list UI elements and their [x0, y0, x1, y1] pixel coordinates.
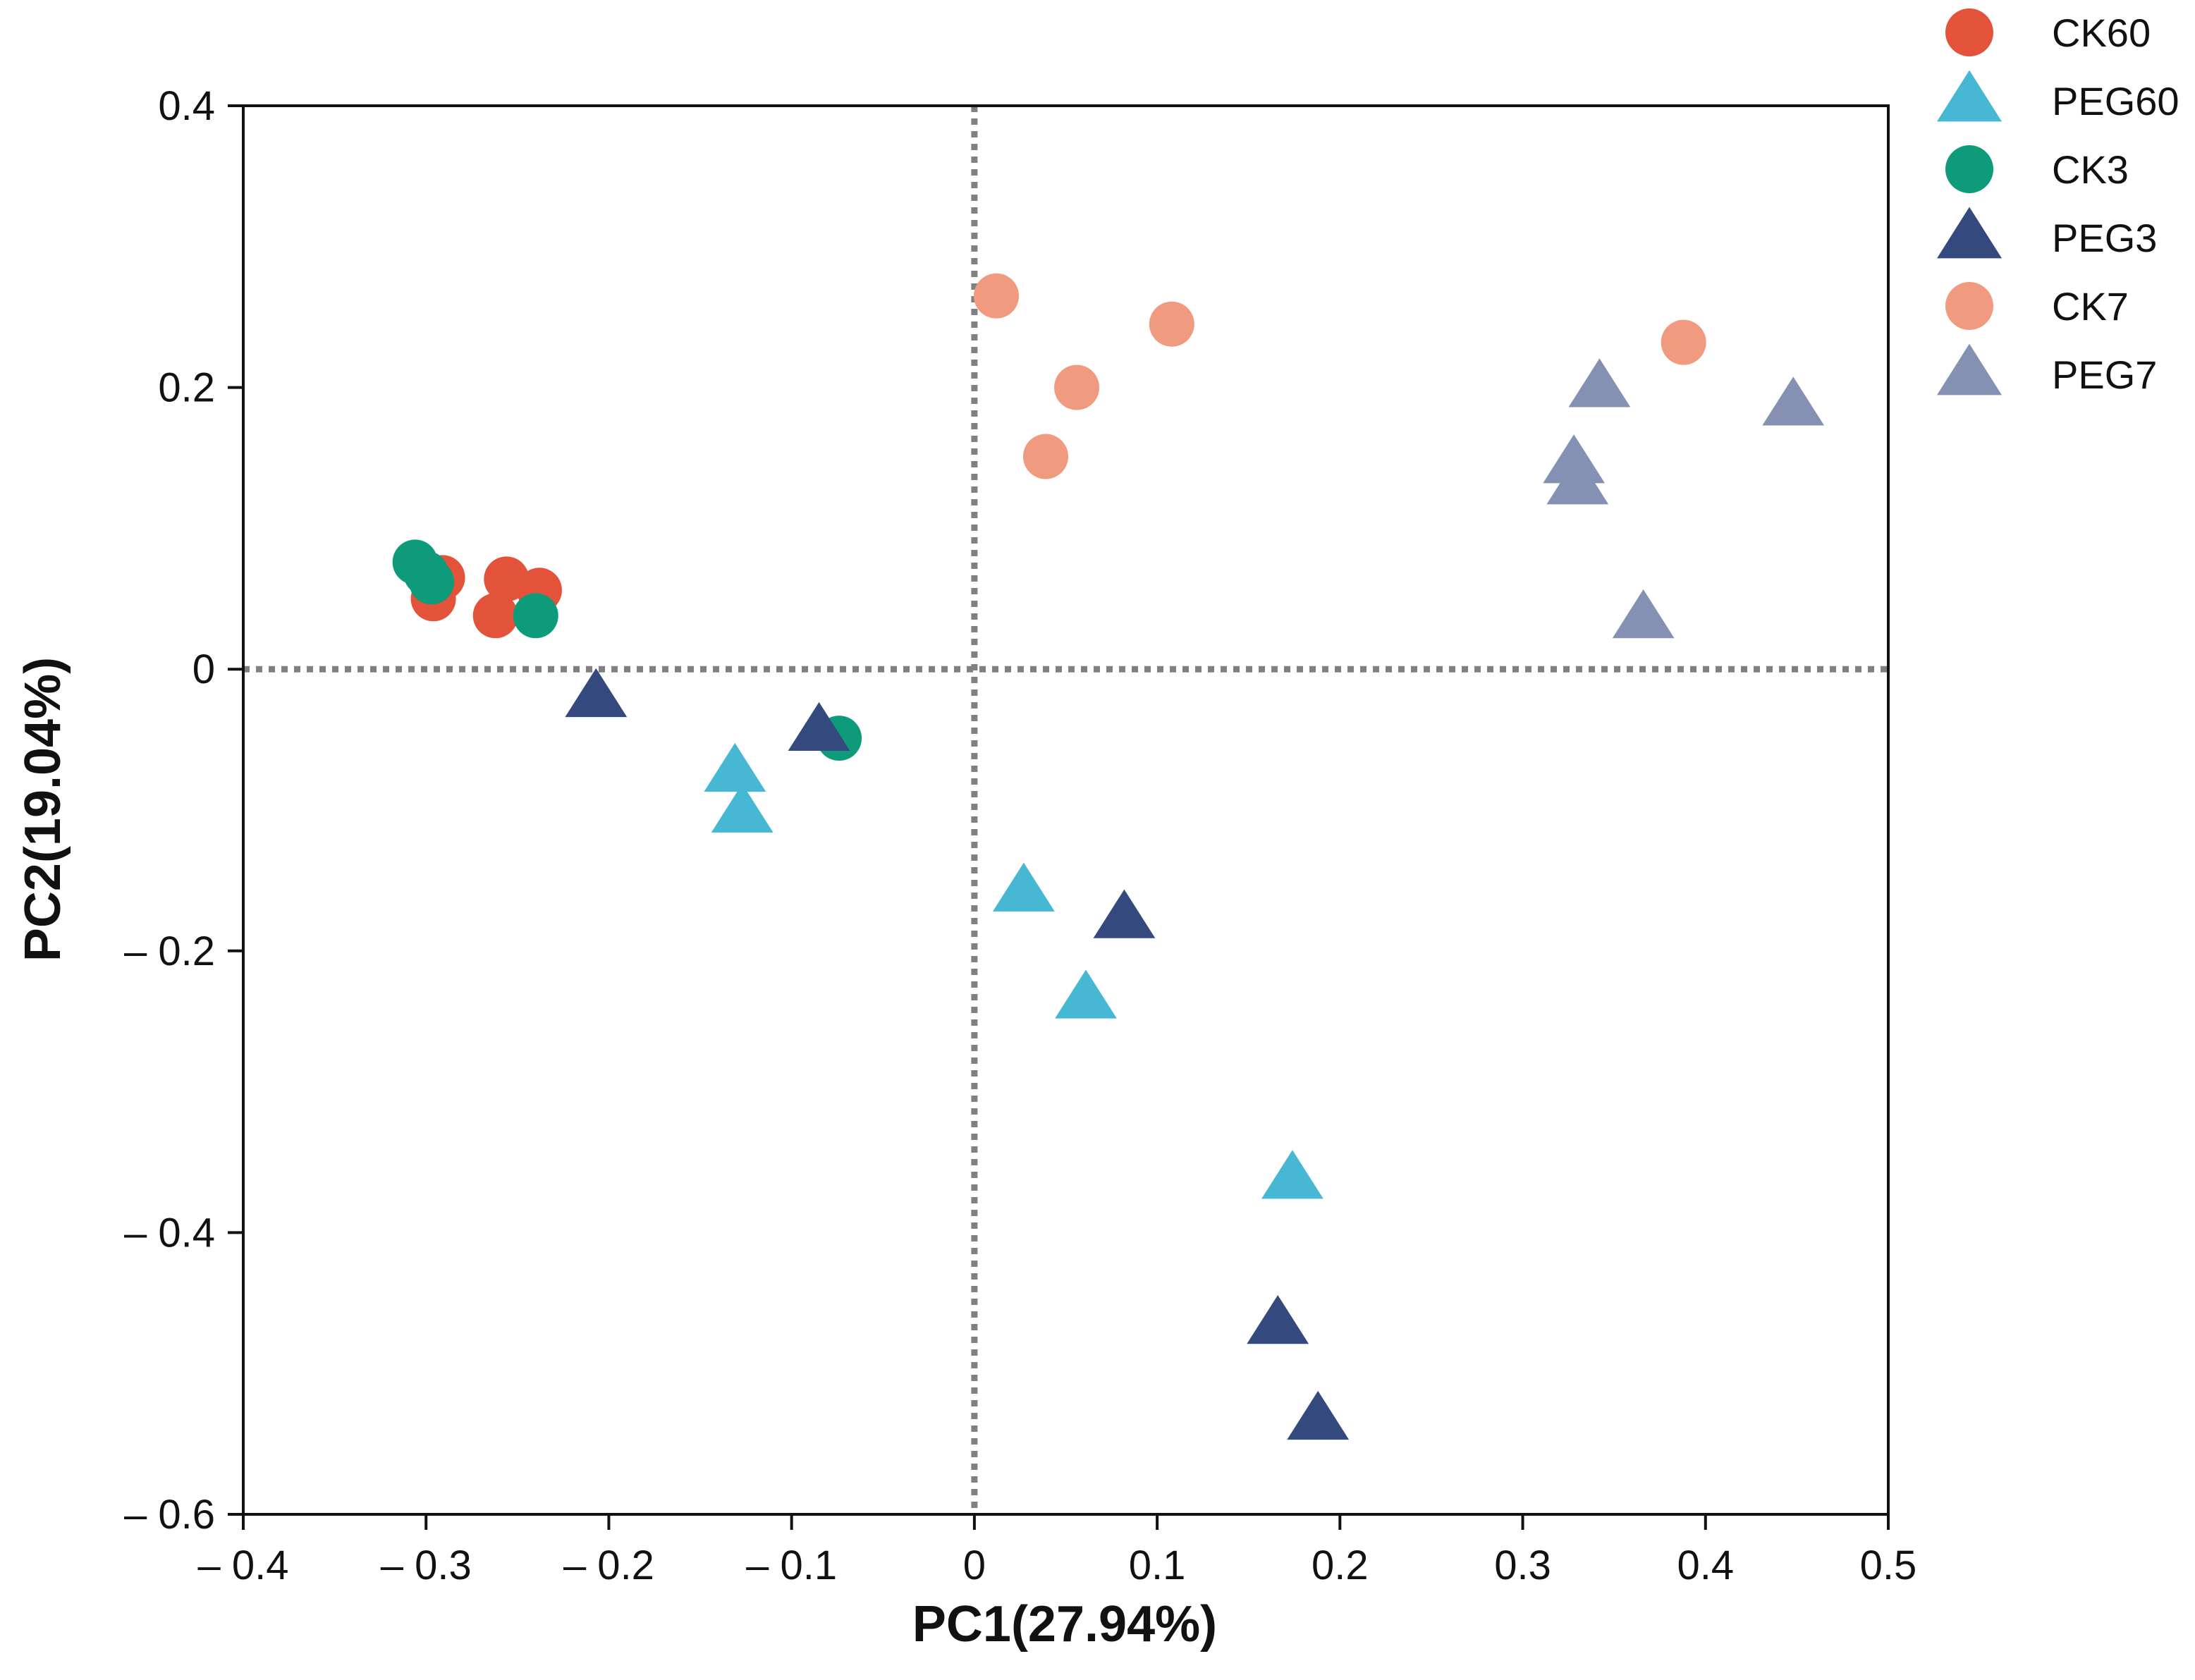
- legend-marker: [1937, 207, 2002, 259]
- y-tick-label: 0: [192, 646, 215, 692]
- legend-marker: [1945, 282, 1993, 330]
- x-tick-label: 0.4: [1677, 1543, 1734, 1588]
- x-tick-label: – 0.3: [381, 1543, 472, 1588]
- point-ck7: [973, 273, 1019, 319]
- point-peg60: [1261, 1150, 1323, 1199]
- legend-item-ck7: CK7: [1945, 282, 2129, 330]
- x-tick-label: – 0.2: [563, 1543, 654, 1588]
- series-ck7: [973, 273, 1706, 479]
- point-peg7: [1762, 376, 1825, 426]
- x-axis-title: PC1(27.94%): [912, 1596, 1217, 1653]
- point-ck7: [1022, 434, 1068, 479]
- x-tick-label: 0.5: [1860, 1543, 1917, 1588]
- point-peg60: [711, 783, 774, 833]
- series-peg60: [704, 742, 1323, 1199]
- legend-marker: [1937, 343, 2002, 396]
- point-ck3: [513, 593, 558, 639]
- point-peg7: [1543, 434, 1606, 484]
- y-tick-label: 0.4: [158, 83, 215, 129]
- point-peg3: [1287, 1390, 1350, 1440]
- legend-label: CK60: [2052, 11, 2151, 55]
- point-peg7: [1612, 589, 1675, 639]
- point-peg7: [1568, 358, 1631, 407]
- y-tick-label: – 0.2: [124, 928, 215, 974]
- legend-label: CK7: [2052, 284, 2129, 329]
- y-tick-label: – 0.4: [124, 1210, 215, 1256]
- point-peg3: [1247, 1295, 1309, 1344]
- plot-frame: [242, 104, 1890, 1516]
- point-peg60: [1055, 969, 1117, 1019]
- legend-marker: [1937, 70, 2002, 122]
- point-ck7: [1149, 301, 1194, 347]
- reference-lines: [243, 106, 1888, 1514]
- legend-marker: [1945, 145, 1993, 193]
- x-tick-label: – 0.4: [198, 1543, 289, 1588]
- x-tick-label: 0.2: [1312, 1543, 1369, 1588]
- legend-item-peg3: PEG3: [1937, 207, 2157, 260]
- point-ck7: [1054, 364, 1100, 410]
- legend-label: PEG3: [2052, 216, 2157, 260]
- x-tick-label: 0.3: [1494, 1543, 1551, 1588]
- y-tick-label: – 0.6: [124, 1492, 215, 1538]
- series-peg3: [565, 668, 1350, 1440]
- point-peg3: [565, 668, 628, 718]
- axes: – 0.4 – 0.3 – 0.2 – 0.1 0 0.1 0.2 0.3 0.4 0.5 0.4 0…: [124, 83, 1916, 1588]
- point-ck3: [408, 559, 454, 605]
- point-ck60: [472, 593, 518, 639]
- point-peg3: [788, 701, 850, 752]
- legend-label: PEG60: [2052, 79, 2179, 123]
- point-peg60: [992, 862, 1055, 912]
- data-points: [392, 273, 1825, 1440]
- legend: CK60 PEG60 CK3 PEG3 CK7 PEG7: [1937, 8, 2179, 397]
- y-tick-label: 0.2: [158, 365, 215, 411]
- x-tick-label: – 0.1: [746, 1543, 837, 1588]
- point-ck7: [1661, 319, 1706, 365]
- legend-item-ck60: CK60: [1945, 8, 2151, 56]
- legend-label: CK3: [2052, 147, 2129, 192]
- x-tick-label: 0: [963, 1543, 986, 1588]
- legend-item-ck3: CK3: [1945, 145, 2129, 193]
- point-peg60: [704, 742, 766, 792]
- legend-label: PEG7: [2052, 352, 2157, 397]
- x-tick-label: 0.1: [1129, 1543, 1186, 1588]
- legend-item-peg60: PEG60: [1937, 70, 2179, 123]
- legend-marker: [1945, 8, 1993, 56]
- legend-item-peg7: PEG7: [1937, 343, 2157, 397]
- y-axis-title: PC2(19.04%): [15, 657, 71, 962]
- point-peg7: [1546, 455, 1609, 505]
- point-peg3: [1093, 889, 1156, 938]
- series-peg7: [1543, 358, 1825, 639]
